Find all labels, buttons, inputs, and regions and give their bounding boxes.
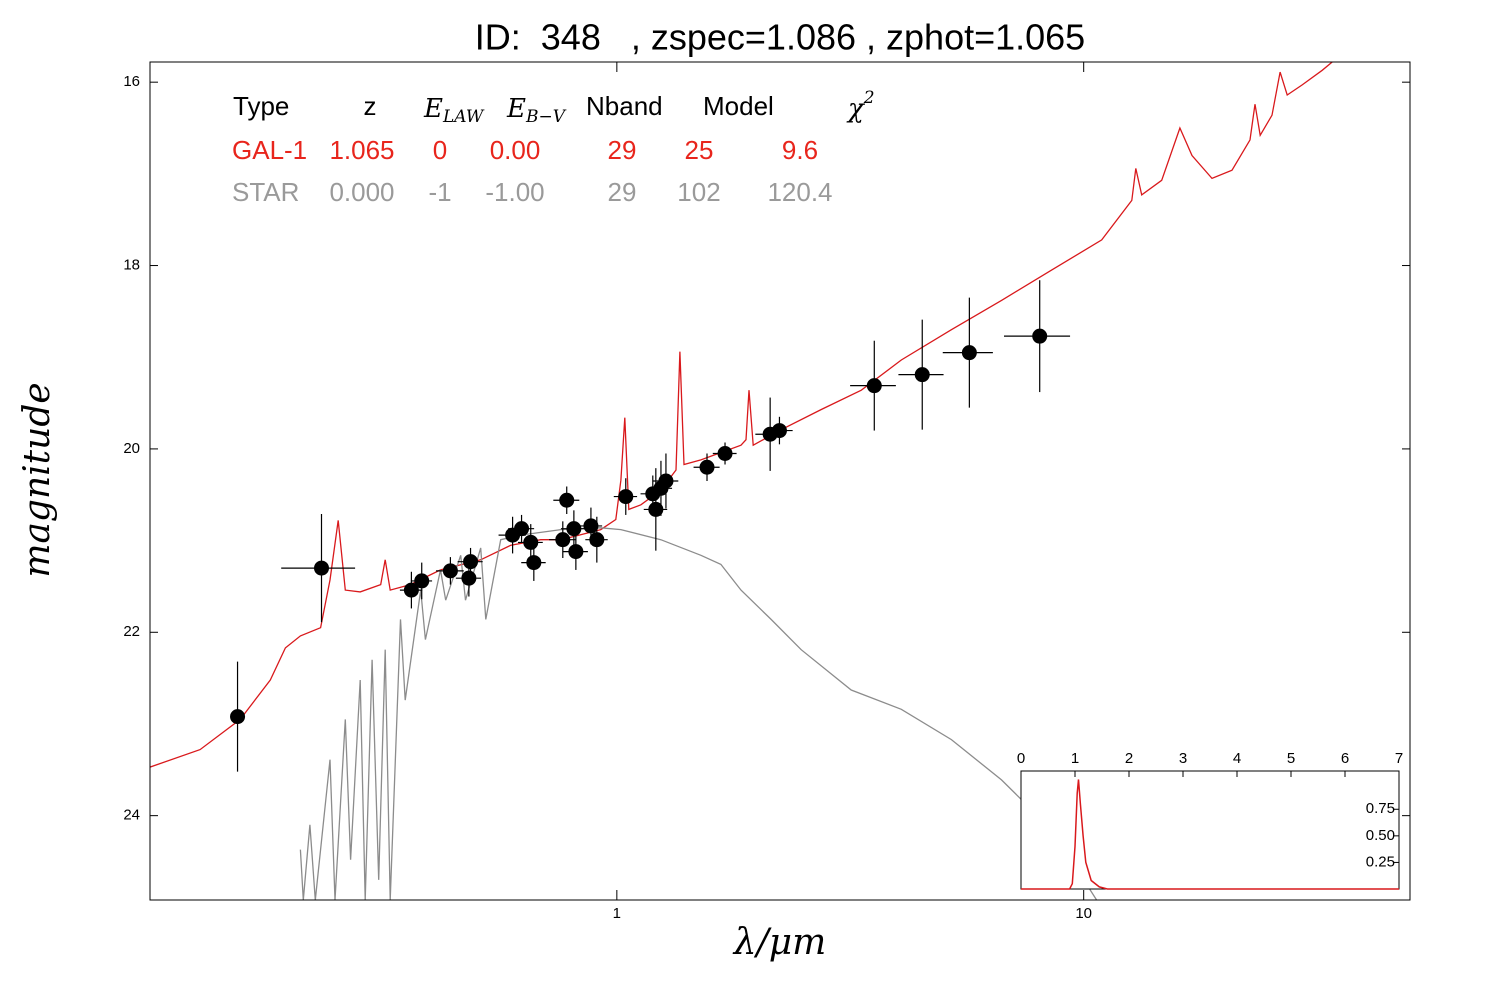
table-cell: 9.6 xyxy=(782,135,818,165)
table-cell: 25 xyxy=(685,135,714,165)
x-tick-label: 1 xyxy=(1071,750,1079,767)
x-tick-label: 10 xyxy=(1075,905,1092,922)
table-cell: 0 xyxy=(433,135,447,165)
table-cell: -1 xyxy=(428,177,451,207)
x-tick-label: 3 xyxy=(1179,750,1187,767)
model-line xyxy=(150,62,1333,768)
data-point xyxy=(618,489,634,505)
model-line xyxy=(299,527,1098,900)
table-header: Model xyxy=(703,91,774,121)
x-tick-label: 1 xyxy=(613,905,621,922)
data-point xyxy=(463,554,479,570)
header-symbol: E xyxy=(423,94,443,124)
chart-title: ID: 348 , zspec=1.086 , zphot=1.065 xyxy=(475,17,1085,58)
data-point xyxy=(230,709,246,725)
data-point xyxy=(589,532,605,548)
data-point xyxy=(717,445,733,461)
data-point xyxy=(583,518,599,534)
data-point xyxy=(526,555,542,571)
y-tick-label: 22 xyxy=(123,623,140,640)
table-cell: 29 xyxy=(608,177,637,207)
data-point xyxy=(914,367,930,383)
table-cell: -1.00 xyxy=(485,177,544,207)
x-tick-label: 4 xyxy=(1233,750,1241,767)
data-point xyxy=(866,378,882,394)
table-header: z xyxy=(364,91,377,121)
data-point xyxy=(442,563,458,579)
table-header: Nband xyxy=(586,91,663,121)
y-tick-label: 0.50 xyxy=(1366,827,1395,844)
data-point xyxy=(414,573,430,589)
x-axis-label: λ/μm xyxy=(732,922,826,963)
x-tick-label: 2 xyxy=(1125,750,1133,767)
inset: 0 1 2 3 4 5 6 7 0.25 0.50 0.75 xyxy=(1017,750,1403,890)
header-subscript: B−V xyxy=(525,107,567,127)
table-header: ELAW xyxy=(423,94,485,127)
y-tick-label: 0.25 xyxy=(1366,853,1395,870)
y-tick-label: 18 xyxy=(123,257,140,274)
table-cell: 120.4 xyxy=(767,177,832,207)
table-cell: STAR xyxy=(232,177,299,207)
data-point xyxy=(514,521,530,537)
pdf-line xyxy=(1021,779,1399,890)
data-point xyxy=(403,582,419,598)
data-point xyxy=(699,459,715,475)
header-subscript: LAW xyxy=(442,107,485,127)
data-point xyxy=(961,345,977,361)
x-tick-label: 7 xyxy=(1395,750,1403,767)
data-point xyxy=(658,473,674,489)
data-point xyxy=(559,492,575,508)
header-superscript: 2 xyxy=(863,88,875,108)
plot-frame xyxy=(149,61,1411,901)
table-cell: 0.000 xyxy=(329,177,394,207)
table-cell: 1.065 xyxy=(329,135,394,165)
y-tick-label: 0.75 xyxy=(1366,800,1395,817)
table-cell: GAL-1 xyxy=(232,135,307,165)
y-tick-label: 24 xyxy=(123,807,140,824)
x-tick-label: 6 xyxy=(1341,750,1349,767)
x-tick-label: 5 xyxy=(1287,750,1295,767)
table-cell: 29 xyxy=(608,135,637,165)
table-header: EB−V xyxy=(506,94,567,127)
data-point xyxy=(771,423,787,439)
data-point xyxy=(461,570,477,586)
data-point xyxy=(1032,328,1048,344)
header-symbol: E xyxy=(506,94,526,124)
y-axis-label: magnitude xyxy=(17,382,58,577)
data-point xyxy=(555,532,571,548)
data-point xyxy=(313,560,329,576)
data-point xyxy=(648,501,664,517)
table-cell: 102 xyxy=(677,177,720,207)
y-tick-label: 16 xyxy=(123,73,140,90)
data-point xyxy=(566,521,582,537)
table-header: χ2 xyxy=(846,88,875,125)
x-tick-label: 0 xyxy=(1017,750,1025,767)
table-cell: 0.00 xyxy=(490,135,541,165)
header-symbol: χ xyxy=(846,94,866,124)
y-tick-label: 20 xyxy=(123,440,140,457)
table-header: Type xyxy=(233,91,289,121)
plot-area xyxy=(150,62,1333,900)
data-point xyxy=(568,544,584,560)
data-point xyxy=(523,534,539,550)
